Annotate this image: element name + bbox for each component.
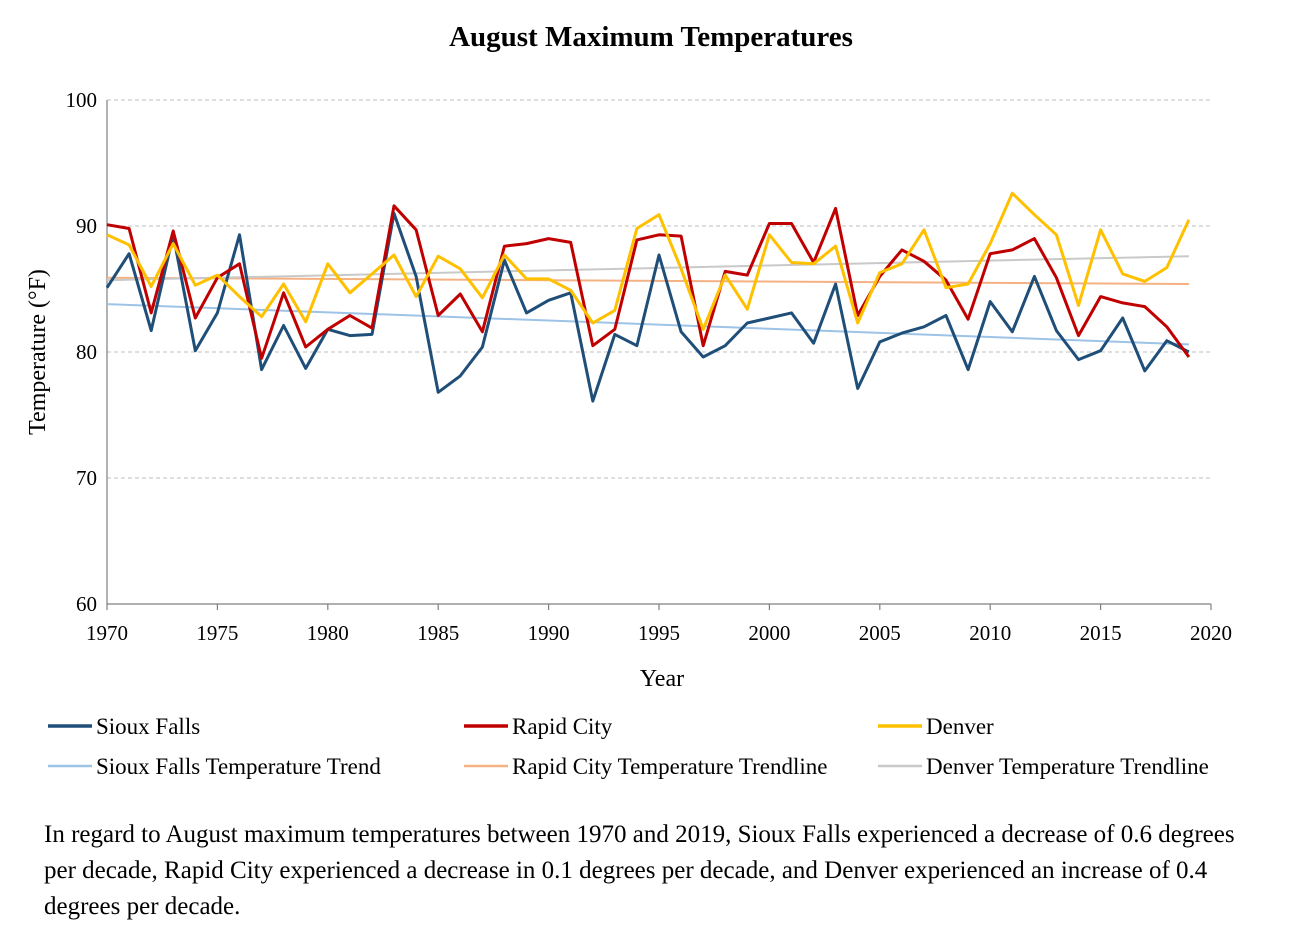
x-axis-title: Year xyxy=(640,666,684,692)
series-line-denver xyxy=(106,191,1191,331)
x-tick-label: 1970 xyxy=(86,621,128,645)
legend-label-sioux-falls-temperature-trend: Sioux Falls Temperature Trend xyxy=(96,754,381,779)
legend-label-rapid-city-temperature-trendline: Rapid City Temperature Trendline xyxy=(512,754,827,779)
gridlines xyxy=(107,99,1211,479)
x-tick-label: 2000 xyxy=(748,621,790,645)
legend-label-denver-temperature-trendline: Denver Temperature Trendline xyxy=(926,754,1209,779)
x-tick-label: 1990 xyxy=(528,621,570,645)
legend: Sioux Falls Rapid City Denver Sioux Falls T… xyxy=(48,714,1209,779)
y-axis-title: Temperature (°F) xyxy=(25,269,51,435)
x-tick-label: 1995 xyxy=(638,621,680,645)
x-tick-label: 2010 xyxy=(969,621,1011,645)
series-line-denver-temperature-trendline xyxy=(106,255,1189,282)
x-tick-label: 1975 xyxy=(196,621,238,645)
x-tick-label: 2020 xyxy=(1190,621,1232,645)
chart-caption: In regard to August maximum temperatures… xyxy=(44,821,1235,920)
series-line-sioux-falls xyxy=(105,211,1190,403)
x-tick-label: 1980 xyxy=(307,621,349,645)
axes xyxy=(106,100,1212,610)
series-line-rapid-city-temperature-trendline xyxy=(106,276,1189,285)
y-tick-label: 60 xyxy=(76,592,97,616)
series-line-rapid-city xyxy=(106,204,1191,360)
chart-title: August Maximum Temperatures xyxy=(449,21,853,53)
legend-label-rapid-city: Rapid City xyxy=(512,714,613,739)
series-line-sioux-falls-temperature-trend xyxy=(106,303,1189,346)
y-tick-label: 100 xyxy=(66,88,98,112)
y-tick-label: 70 xyxy=(76,466,97,490)
y-tick-label: 90 xyxy=(76,214,97,238)
series-lines xyxy=(105,191,1191,403)
legend-label-denver: Denver xyxy=(926,714,994,739)
line-chart: August Maximum Temperatures 60 70 80 90 100 1… xyxy=(25,21,1233,779)
y-tick-label: 80 xyxy=(76,340,97,364)
legend-label-sioux-falls: Sioux Falls xyxy=(96,714,200,739)
tick-labels: 60 70 80 90 100 1970 1975 1980 1985 1990 1995 2000 2… xyxy=(66,88,1233,645)
x-tick-label: 1985 xyxy=(417,621,459,645)
x-tick-label: 2005 xyxy=(859,621,901,645)
x-tick-label: 2015 xyxy=(1080,621,1122,645)
